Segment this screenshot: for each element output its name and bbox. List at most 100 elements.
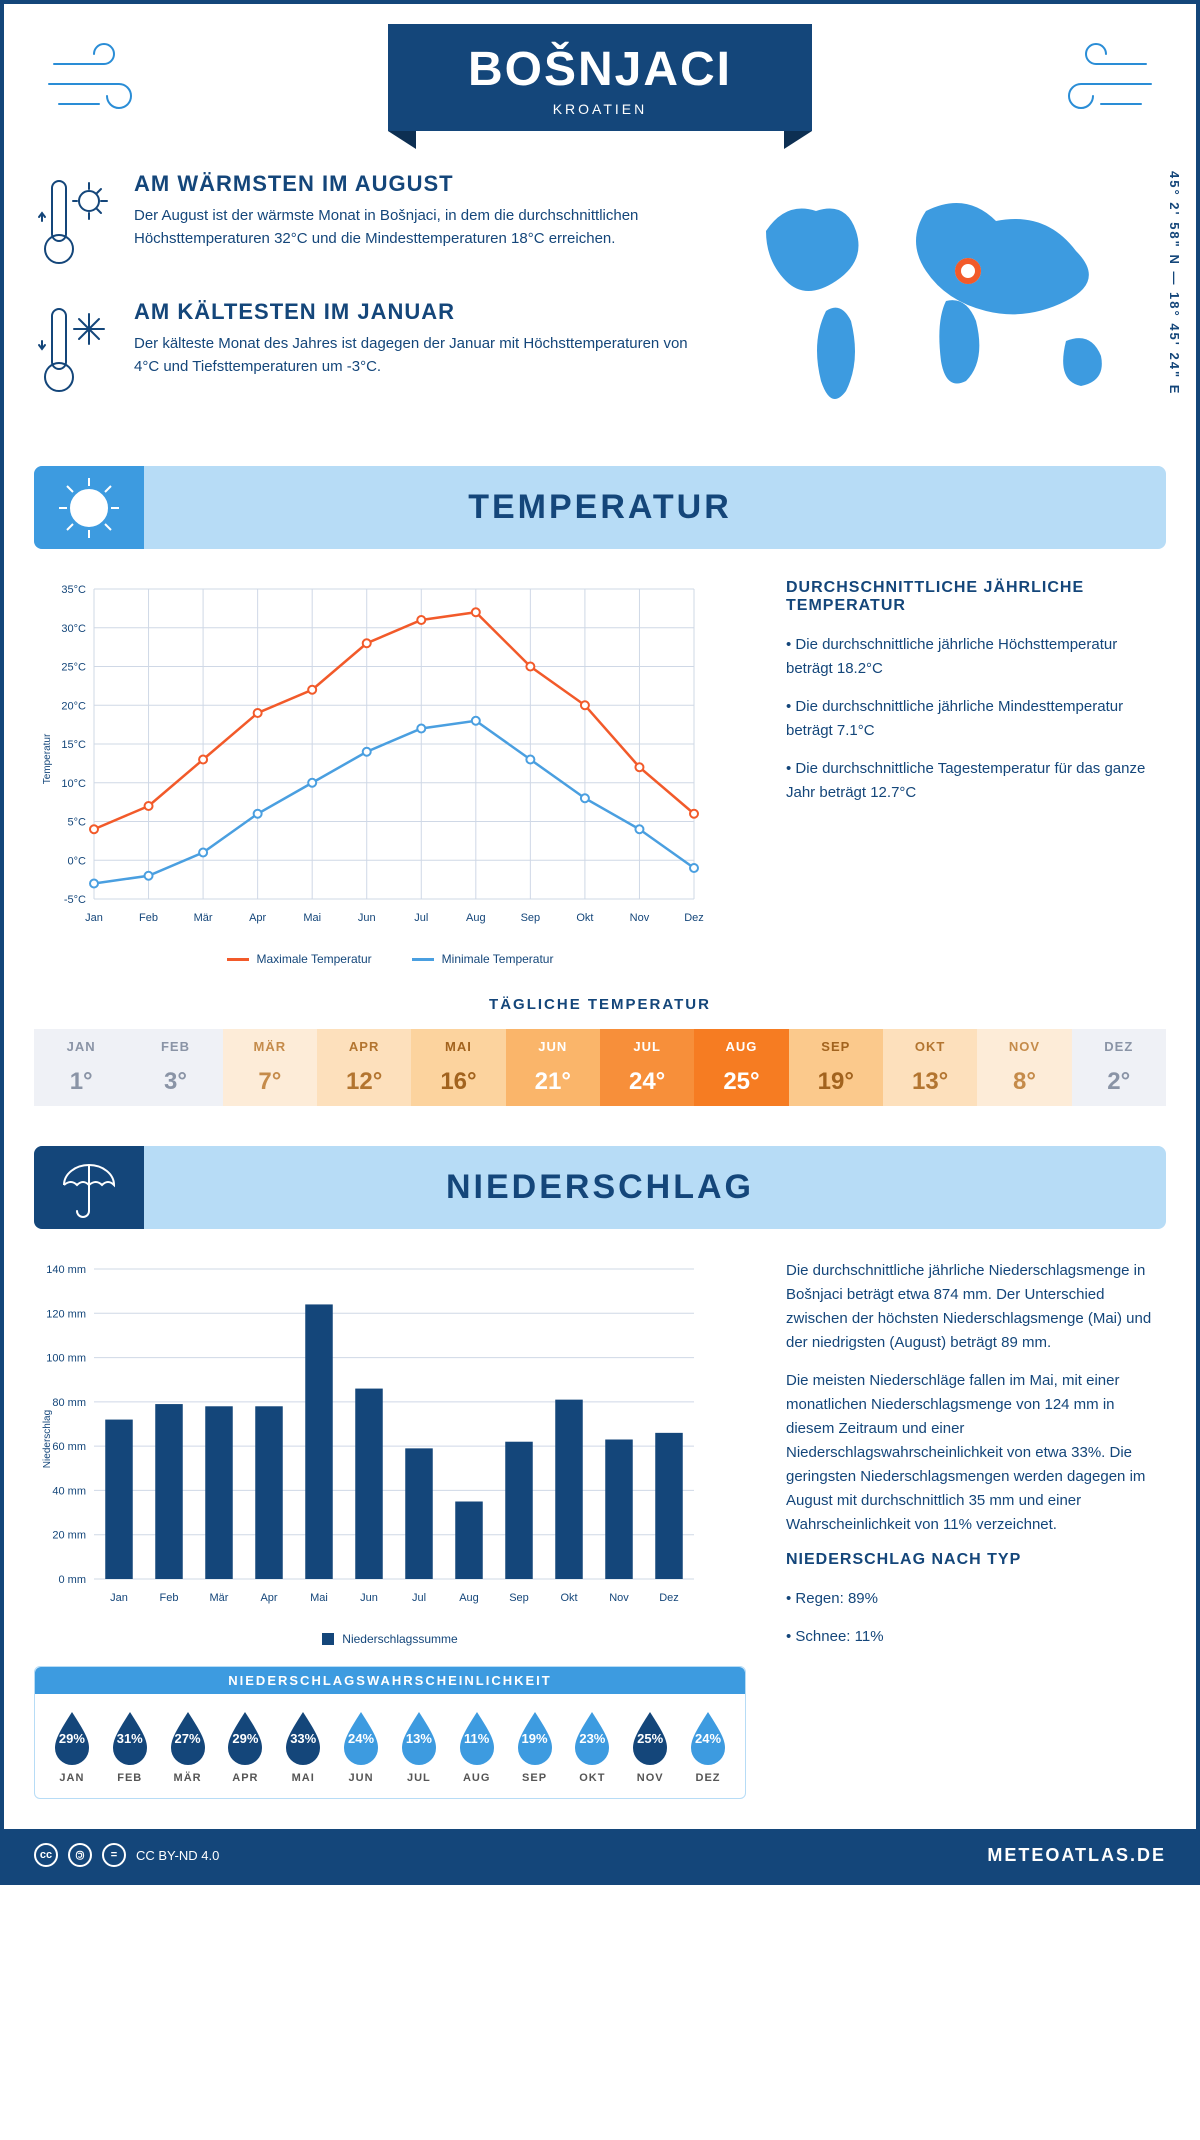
world-map: 45° 2' 58" N — 18° 45' 24" E (736, 171, 1166, 436)
temperature-header: TEMPERATUR (34, 466, 1166, 549)
temp-info-line: • Die durchschnittliche jährliche Mindes… (786, 695, 1166, 743)
title-banner: BOŠNJACI KROATIEN (388, 24, 812, 131)
thermometer-snow-icon (34, 299, 114, 399)
svg-text:Jan: Jan (85, 912, 103, 924)
probability-drop: 27%MÄR (159, 1708, 217, 1784)
thermometer-sun-icon (34, 171, 114, 271)
svg-text:10°C: 10°C (61, 778, 86, 790)
svg-text:Feb: Feb (139, 912, 158, 924)
svg-text:20°C: 20°C (61, 700, 86, 712)
precipitation-section: 0 mm20 mm40 mm60 mm80 mm100 mm120 mm140 … (34, 1259, 1166, 1799)
probability-drop: 13%JUL (390, 1708, 448, 1784)
wind-icon (1036, 34, 1156, 124)
svg-text:Jan: Jan (110, 1592, 128, 1604)
svg-text:Jun: Jun (358, 912, 376, 924)
svg-text:Jun: Jun (360, 1592, 378, 1604)
legend-bar: Niederschlagssumme (342, 1632, 457, 1646)
precip-text: Die durchschnittliche jährliche Niedersc… (786, 1259, 1166, 1355)
daily-temp-row: JAN1°FEB3°MÄR7°APR12°MAI16°JUN21°JUL24°A… (34, 1029, 1166, 1106)
probability-drop: 25%NOV (621, 1708, 679, 1784)
svg-text:Mär: Mär (210, 1592, 229, 1604)
license-text: CC BY-ND 4.0 (136, 1848, 219, 1863)
svg-text:15°C: 15°C (61, 739, 86, 751)
probability-drop: 31%FEB (101, 1708, 159, 1784)
infographic-root: BOŠNJACI KROATIEN AM WÄRMSTEN IM AUGUST … (0, 0, 1200, 1885)
legend-max: Maximale Temperatur (257, 952, 372, 966)
svg-text:Apr: Apr (249, 912, 266, 924)
precipitation-header: NIEDERSCHLAG (34, 1146, 1166, 1229)
precip-text: Die meisten Niederschläge fallen im Mai,… (786, 1369, 1166, 1537)
svg-text:Dez: Dez (659, 1592, 679, 1604)
svg-text:Nov: Nov (630, 912, 650, 924)
by-icon: 🄯 (68, 1843, 92, 1867)
daily-temp-cell: JUL24° (600, 1029, 694, 1106)
warmest-title: AM WÄRMSTEN IM AUGUST (134, 171, 706, 197)
coldest-text: Der kälteste Monat des Jahres ist dagege… (134, 333, 706, 378)
daily-temp-title: TÄGLICHE TEMPERATUR (34, 996, 1166, 1013)
map-svg (736, 171, 1166, 431)
site-name: METEOATLAS.DE (987, 1845, 1166, 1866)
svg-text:Apr: Apr (260, 1592, 277, 1604)
temperature-section: -5°C0°C5°C10°C15°C20°C25°C30°C35°CJanFeb… (34, 579, 1166, 966)
cc-icon: cc (34, 1843, 58, 1867)
svg-text:Feb: Feb (160, 1592, 179, 1604)
daily-temp-cell: JAN1° (34, 1029, 128, 1106)
svg-text:Aug: Aug (459, 1592, 479, 1604)
svg-text:0 mm: 0 mm (59, 1574, 87, 1586)
precip-type-heading: NIEDERSCHLAG NACH TYP (786, 1551, 1166, 1569)
daily-temp-cell: JUN21° (506, 1029, 600, 1106)
nd-icon: = (102, 1843, 126, 1867)
precip-legend: Niederschlagssumme (34, 1632, 746, 1646)
precip-rain: • Regen: 89% (786, 1587, 1166, 1611)
svg-text:Okt: Okt (560, 1592, 577, 1604)
probability-drop: 23%OKT (563, 1708, 621, 1784)
daily-temp-cell: FEB3° (128, 1029, 222, 1106)
svg-text:Nov: Nov (609, 1592, 629, 1604)
svg-text:60 mm: 60 mm (52, 1441, 86, 1453)
daily-temp-cell: APR12° (317, 1029, 411, 1106)
svg-text:Sep: Sep (521, 912, 541, 924)
svg-text:Aug: Aug (466, 912, 486, 924)
probability-drop: 24%JUN (332, 1708, 390, 1784)
svg-text:Dez: Dez (684, 912, 704, 924)
svg-text:Jul: Jul (414, 912, 428, 924)
probability-drop: 19%SEP (506, 1708, 564, 1784)
temp-legend: Maximale Temperatur Minimale Temperatur (34, 952, 746, 966)
precipitation-info: Die durchschnittliche jährliche Niedersc… (786, 1259, 1166, 1799)
coordinates: 45° 2' 58" N — 18° 45' 24" E (1167, 171, 1182, 395)
wind-icon (44, 34, 164, 124)
probability-drop: 33%MAI (274, 1708, 332, 1784)
svg-text:Niederschlag: Niederschlag (42, 1410, 53, 1468)
license: cc 🄯 = CC BY-ND 4.0 (34, 1843, 219, 1867)
daily-temp-cell: SEP19° (789, 1029, 883, 1106)
temp-info-heading: DURCHSCHNITTLICHE JÄHRLICHE TEMPERATUR (786, 579, 1166, 615)
temperature-info: DURCHSCHNITTLICHE JÄHRLICHE TEMPERATUR •… (786, 579, 1166, 966)
daily-temp-cell: DEZ2° (1072, 1029, 1166, 1106)
coldest-title: AM KÄLTESTEN IM JANUAR (134, 299, 706, 325)
svg-text:80 mm: 80 mm (52, 1397, 86, 1409)
precip-snow: • Schnee: 11% (786, 1625, 1166, 1649)
probability-drops: 29%JAN31%FEB27%MÄR29%APR33%MAI24%JUN13%J… (35, 1694, 745, 1798)
svg-text:120 mm: 120 mm (46, 1308, 86, 1320)
svg-text:-5°C: -5°C (64, 894, 86, 906)
probability-panel: NIEDERSCHLAGSWAHRSCHEINLICHKEIT 29%JAN31… (34, 1666, 746, 1799)
daily-temp-cell: MAI16° (411, 1029, 505, 1106)
daily-temp-cell: AUG25° (694, 1029, 788, 1106)
precipitation-title: NIEDERSCHLAG (34, 1168, 1166, 1207)
svg-text:140 mm: 140 mm (46, 1264, 86, 1276)
svg-text:Temperatur: Temperatur (42, 733, 53, 784)
svg-text:Mai: Mai (310, 1592, 328, 1604)
warmest-text: Der August ist der wärmste Monat in Bošn… (134, 205, 706, 250)
svg-text:25°C: 25°C (61, 662, 86, 674)
svg-text:30°C: 30°C (61, 623, 86, 635)
probability-drop: 29%JAN (43, 1708, 101, 1784)
daily-temp-cell: MÄR7° (223, 1029, 317, 1106)
svg-text:5°C: 5°C (68, 817, 87, 829)
umbrella-icon (34, 1146, 144, 1229)
precipitation-chart: 0 mm20 mm40 mm60 mm80 mm100 mm120 mm140 … (34, 1259, 714, 1619)
svg-text:20 mm: 20 mm (52, 1530, 86, 1542)
temperature-chart: -5°C0°C5°C10°C15°C20°C25°C30°C35°CJanFeb… (34, 579, 714, 939)
svg-text:Mär: Mär (194, 912, 213, 924)
probability-drop: 29%APR (216, 1708, 274, 1784)
country-subtitle: KROATIEN (468, 101, 732, 117)
